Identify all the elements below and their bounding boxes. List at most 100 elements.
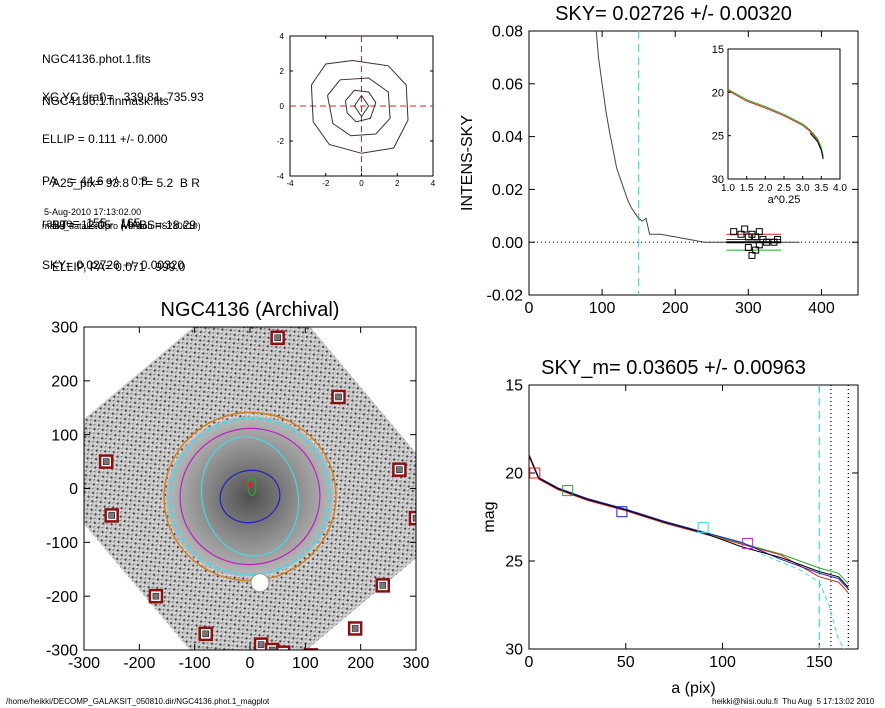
x-tick-label: 50: [617, 654, 635, 671]
y-tick-label: 200: [51, 373, 78, 390]
x-tick-label: 100: [709, 654, 736, 671]
star-marker-core: [102, 458, 110, 465]
mag-profile-blue: [528, 454, 849, 590]
sky-sample-square: [752, 246, 760, 254]
sky-plot-frame: [528, 30, 859, 296]
star-marker-core: [202, 630, 209, 638]
footer-path: /home/heikki/DECOMP_GALAKSIT_050810.dir/…: [6, 697, 270, 706]
inset-x-tick-label: 2.0: [758, 183, 772, 194]
isophote-green: [247, 476, 257, 497]
inset-curve-green: [727, 88, 824, 157]
inset-curve-red: [727, 90, 824, 158]
y-tick-label: 0.08: [492, 24, 523, 41]
sky-plot-ylabel: INTENS-SKY: [459, 115, 476, 211]
mag-plot-title: SKY_m= 0.03605 +/- 0.00963: [541, 357, 806, 379]
footer-user: heikki@hiisi.oulu.fi Thu Aug 5 17:13:02 …: [712, 697, 875, 706]
star-marker-core: [279, 649, 287, 650]
mag-marker-square: [697, 522, 709, 534]
isophote-cyan-inner: [200, 436, 300, 557]
inset-y-tick-label: 20: [712, 87, 724, 99]
sky-sample-square: [755, 228, 763, 236]
mag-plot-xlabel: a (pix): [671, 680, 715, 697]
star-marker-core: [351, 625, 359, 632]
x-tick-label: 0: [359, 179, 364, 188]
y-tick-label: 30: [505, 642, 523, 659]
y-tick-label: 15: [505, 378, 523, 395]
y-tick-label: 100: [51, 427, 78, 444]
x-tick-label: 300: [735, 300, 762, 317]
inset-x-tick-label: 4.0: [833, 183, 847, 194]
y-tick-label: 0.02: [492, 182, 523, 199]
y-tick-label: 300: [51, 320, 78, 337]
isophote-cyan-dashed: [169, 417, 331, 576]
mag-marker-square: [742, 537, 754, 549]
star-marker-core: [268, 646, 276, 650]
param-pa: PA = 44.6 +/- 0.8: [42, 174, 148, 188]
sky-sample-square: [748, 251, 756, 259]
contour-line: [327, 77, 391, 137]
info-params: XC,YC (iraf)= 339.81, 735.93 ELLIP = 0.1…: [42, 62, 204, 286]
inset-x-tick-label: 3.5: [814, 183, 828, 194]
inset-x-tick-label: 3.0: [796, 183, 810, 194]
star-marker-core: [274, 334, 281, 342]
mag-profile-black: [528, 455, 849, 588]
x-tick-label: 100: [292, 655, 319, 672]
param-range: range= 155.- 165.: [42, 216, 144, 230]
contour-line: [310, 59, 409, 154]
star-marker-square: [275, 645, 291, 650]
x-tick-label: -100: [179, 655, 211, 672]
contour-line: [344, 89, 377, 123]
inset-y-tick-label: 15: [712, 44, 724, 56]
x-tick-label: 200: [347, 655, 374, 672]
param-sky: SKY= 0.02726 +/- 0.00320: [42, 258, 185, 272]
sky-sample-square: [744, 243, 752, 251]
star-blob: [250, 573, 270, 593]
x-tick-label: 150: [806, 654, 833, 671]
x-tick-label: 0: [525, 300, 534, 317]
y-tick-label: 0.00: [492, 235, 523, 252]
param-bt: BT= 12.05 MABS=-18.29: [52, 218, 197, 232]
y-tick-label: 4: [280, 32, 285, 41]
inset-x-tick-label: 1.5: [740, 183, 754, 194]
mag-profile-cyan: [761, 553, 845, 650]
inset-curve-black: [809, 132, 824, 160]
y-tick-label: -2: [277, 137, 285, 146]
y-tick-label: 0.04: [492, 129, 523, 146]
y-tick-label: 0.06: [492, 76, 523, 93]
y-tick-label: -100: [46, 535, 78, 552]
star-marker-core: [257, 641, 265, 648]
star-marker-core: [396, 466, 403, 473]
info-program: make_datalist0.pro (version HS230610): [42, 221, 201, 231]
file-name-1: NGC4136.phot.1.fits: [42, 52, 151, 66]
inset-y-tick-label: 30: [712, 174, 724, 186]
sky-profile-line: [595, 30, 800, 243]
param-ellip: ELLIP = 0.111 +/- 0.000: [42, 132, 168, 146]
info-date: 5-Aug-2010 17:13:02.00: [44, 207, 142, 217]
contour-line: [353, 94, 370, 118]
star-marker-core: [412, 514, 416, 522]
inset-x-tick-label: 1.0: [721, 183, 735, 194]
inset-x-tick-label: 2.5: [777, 183, 791, 194]
x-tick-label: -200: [123, 655, 155, 672]
y-tick-label: 25: [505, 554, 523, 571]
y-tick-label: -200: [46, 589, 78, 606]
mag-marker-square: [562, 485, 574, 497]
sky-sample-square: [741, 225, 749, 233]
isophote-magenta: [179, 427, 321, 566]
x-tick-label: 300: [403, 655, 430, 672]
x-tick-label: 0: [246, 655, 255, 672]
y-tick-label: -4: [277, 172, 285, 181]
mag-plot-frame: [528, 384, 859, 650]
star-marker-core: [152, 592, 160, 600]
mag-marker-square: [529, 467, 541, 479]
x-tick-label: 0: [525, 654, 534, 671]
x-tick-label: 100: [589, 300, 616, 317]
star-marker-core: [335, 393, 342, 401]
isophote-blue: [219, 469, 281, 524]
sky-sample-square: [755, 241, 763, 249]
sky-sample-square: [752, 233, 760, 241]
galaxy-disk: [166, 416, 334, 577]
sky-plot-title: SKY= 0.02726 +/- 0.00320: [555, 3, 792, 25]
inset-y-tick-label: 25: [712, 131, 724, 143]
